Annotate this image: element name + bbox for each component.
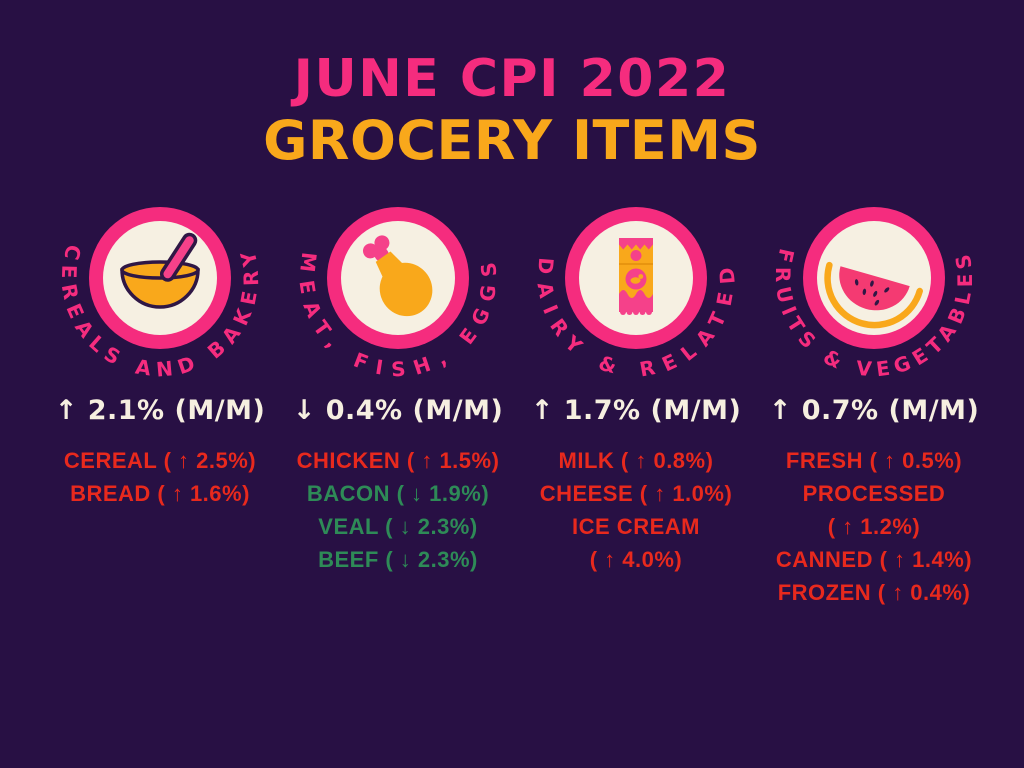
item-fresh: FRESH ( ↑ 0.5%) [785, 448, 963, 474]
item-bacon: BACON ( ↓ 1.9%) [306, 481, 490, 507]
item-milk: MILK ( ↑ 0.8%) [558, 448, 714, 474]
item-cheese: CHEESE ( ↑ 1.0%) [539, 481, 733, 507]
category-meat-fish-eggs: MEAT, FISH, EGGS ↓ 0.4% (M/M) CHICKEN ( … [282, 183, 514, 609]
bowl-icon [120, 233, 200, 310]
category-headline: ↓ 0.4% (M/M) [292, 395, 504, 427]
item-beef: BEEF ( ↓ 2.3%) [318, 547, 478, 573]
drumstick-icon [362, 235, 433, 317]
category-headline: ↑ 1.7% (M/M) [530, 395, 742, 427]
item-ice-cream-value: ( ↑ 4.0%) [589, 547, 683, 573]
item-bread: BREAD ( ↑ 1.6%) [70, 481, 250, 507]
item-veal: VEAL ( ↓ 2.3%) [318, 514, 478, 540]
page-title-line2: GROCERY ITEMS [263, 108, 761, 172]
item-canned: CANNED ( ↑ 1.4%) [775, 547, 973, 573]
item-processed-value: ( ↑ 1.2%) [827, 514, 921, 540]
item-frozen: FROZEN ( ↑ 0.4%) [777, 580, 971, 606]
page-title-line1: JUNE CPI 2022 [293, 49, 731, 109]
category-dairy-related: DAIRY & RELATED [520, 183, 752, 609]
item-chicken: CHICKEN ( ↑ 1.5%) [296, 448, 500, 474]
category-headline: ↑ 0.7% (M/M) [768, 395, 980, 427]
category-badge: CEREALS AND BAKERY [57, 207, 256, 382]
category-fruits-vegetables: FRUITS & VEGETABLES ↑ 0.7% (M/M) [758, 183, 990, 609]
category-columns: CEREALS AND BAKERY ↑ 2.1% (M/M) CEREAL (… [0, 183, 1024, 609]
item-ice-cream: ICE CREAM [572, 514, 700, 540]
category-headline: ↑ 2.1% (M/M) [54, 395, 266, 427]
category-badge: DAIRY & RELATED [532, 207, 730, 382]
category-item-list: MILK ( ↑ 0.8%) CHEESE ( ↑ 1.0%) ICE CREA… [540, 444, 733, 576]
item-processed: PROCESSED [802, 481, 946, 507]
milk-carton-icon [619, 238, 653, 316]
category-item-list: FRESH ( ↑ 0.5%) PROCESSED ( ↑ 1.2%) CANN… [776, 444, 972, 609]
category-item-list: CHICKEN ( ↑ 1.5%) BACON ( ↓ 1.9%) VEAL (… [297, 444, 500, 576]
category-cereals-and-bakery: CEREALS AND BAKERY ↑ 2.1% (M/M) CEREAL (… [44, 183, 276, 609]
watermelon-icon [824, 262, 923, 329]
category-item-list: CEREAL ( ↑ 2.5%) BREAD ( ↑ 1.6%) [64, 444, 256, 510]
header: JUNE CPI 2022 GROCERY ITEMS [0, 0, 1024, 169]
item-cereal: CEREAL ( ↑ 2.5%) [63, 448, 257, 474]
category-badge: MEAT, FISH, EGGS [294, 207, 492, 382]
category-badge: FRUITS & VEGETABLES [771, 207, 971, 382]
